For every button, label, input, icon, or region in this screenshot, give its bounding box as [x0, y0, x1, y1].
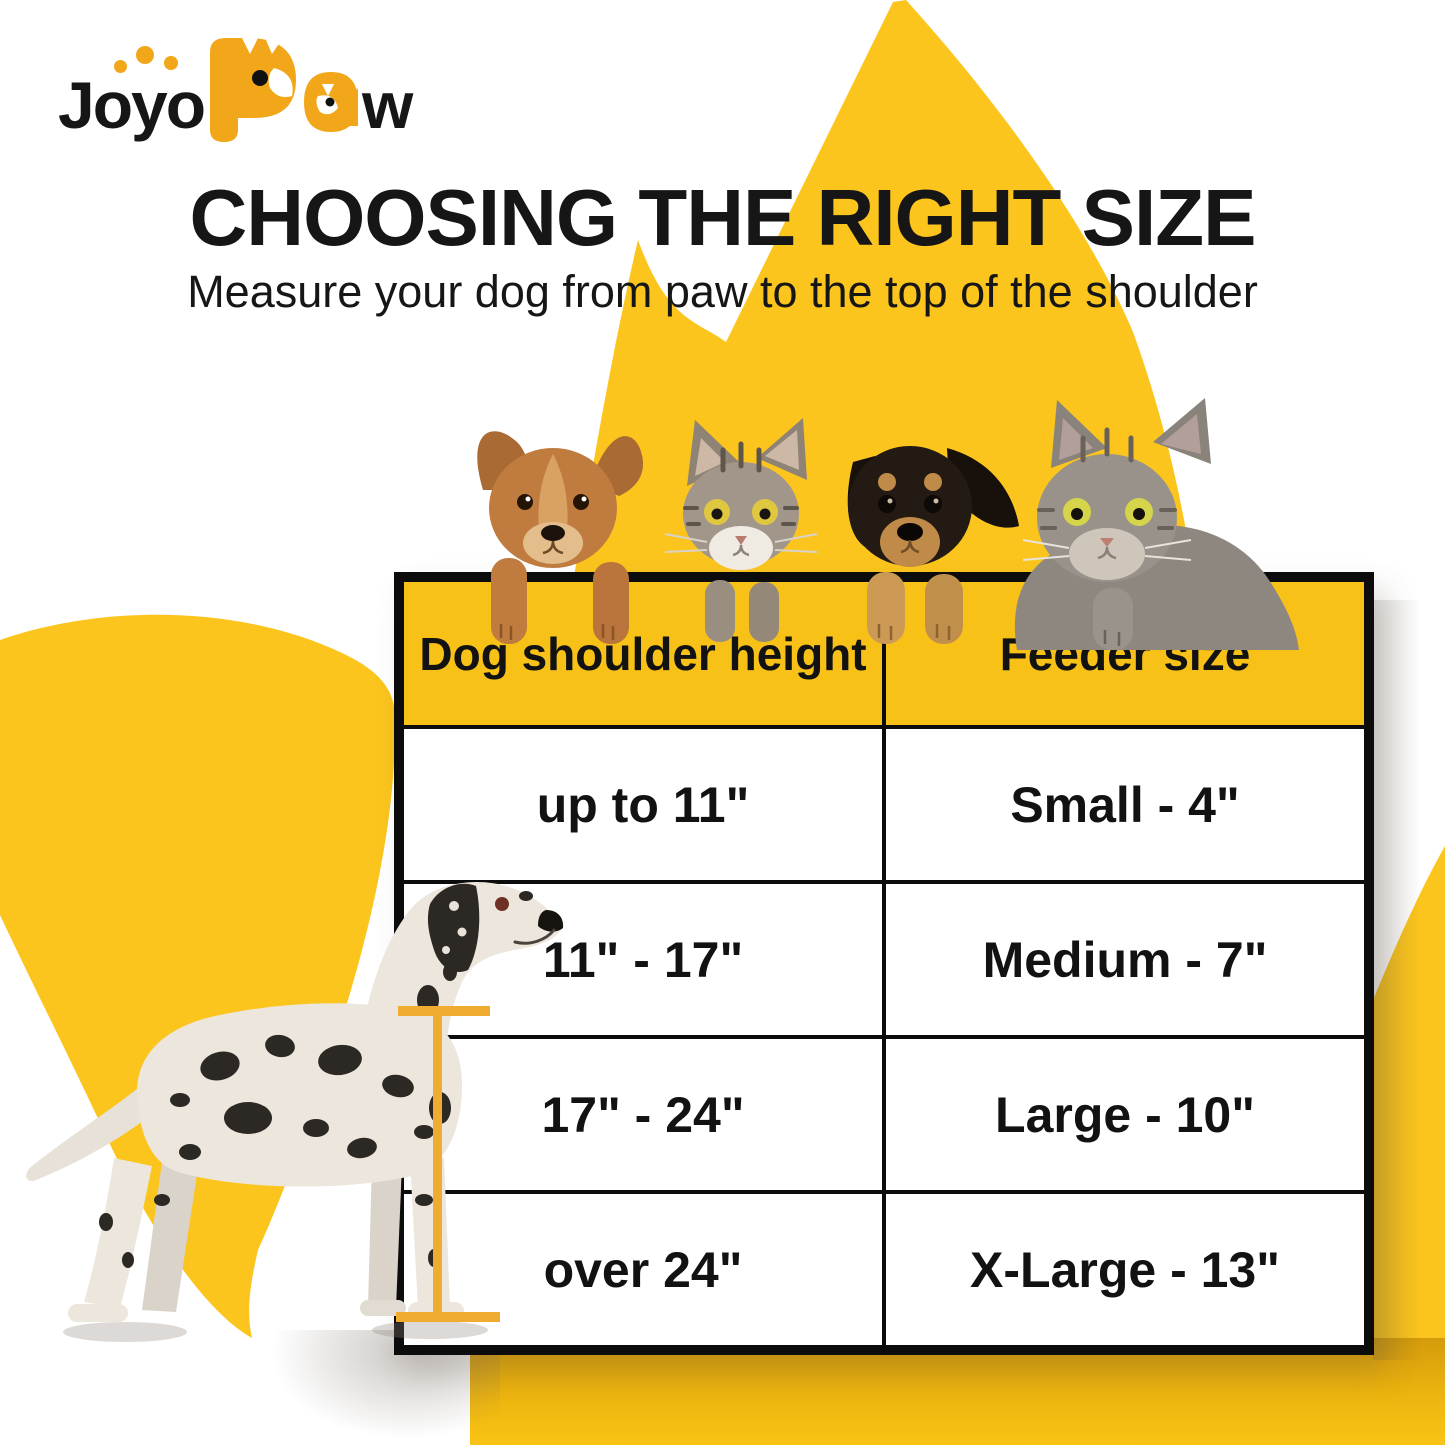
dalmatian-icon [26, 882, 564, 1342]
cell-feeder-size-3: Large - 10" [882, 1035, 1371, 1194]
right-wedge [1373, 846, 1445, 1338]
page-title: CHOOSING THE RIGHT SIZE [189, 173, 1257, 262]
cell-shoulder-height-4: over 24" [397, 1190, 886, 1352]
column-header-dog-shoulder-height: Dog shoulder height [397, 575, 886, 729]
measure-line-top-cap [398, 1006, 490, 1016]
table-row: over 24" X-Large - 13" [397, 1190, 1371, 1352]
paw-pad-blob [0, 614, 396, 1338]
cell-feeder-size-4: X-Large - 13" [882, 1190, 1371, 1352]
table-row: 17" - 24" Large - 10" [397, 1035, 1371, 1194]
header-row: Dog shoulder height Feeder size [397, 575, 1371, 729]
column-header-feeder-size: Feeder size [882, 575, 1371, 729]
logo-w-text: w [362, 68, 413, 142]
pets-over-table [477, 398, 1299, 650]
cell-shoulder-height-3: 17" - 24" [397, 1035, 886, 1194]
tabby-cat-icon [664, 418, 818, 642]
cell-shoulder-height-1: up to 11" [397, 725, 886, 884]
paw-dot-icon [114, 60, 127, 73]
cell-feeder-size-2: Medium - 7" [882, 880, 1371, 1039]
joyopaw-logo: Joyo w [58, 34, 418, 144]
paw-dot-icon [136, 46, 154, 64]
paw-dot-icon [244, 54, 257, 67]
measure-line-bottom-cap [396, 1312, 500, 1322]
bottom-gold-strip [470, 1338, 1445, 1445]
paw-dot-icon [164, 56, 178, 70]
cell-feeder-size-1: Small - 4" [882, 725, 1371, 884]
heading-block: CHOOSING THE RIGHT SIZE Measure your dog… [0, 176, 1445, 318]
logo-p-dog-icon [210, 38, 297, 142]
logo-a-cat-icon [304, 72, 359, 132]
gray-cat-icon [1014, 398, 1299, 650]
page-subtitle: Measure your dog from paw to the top of … [187, 266, 1258, 317]
paw-dot-icon [226, 60, 237, 71]
table-row: up to 11" Small - 4" [397, 725, 1371, 884]
black-tan-puppy-icon [847, 446, 1019, 644]
measure-line [433, 1012, 442, 1318]
logo-joyo-text: Joyo [58, 68, 206, 142]
brown-dog-icon [477, 431, 644, 644]
